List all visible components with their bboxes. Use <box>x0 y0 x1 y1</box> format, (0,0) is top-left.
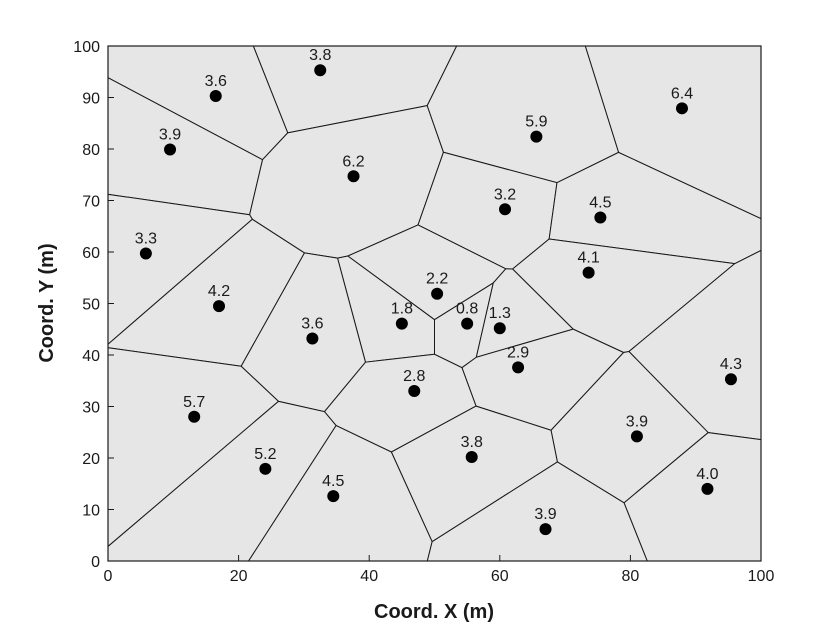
x-tick-label: 100 <box>748 568 775 585</box>
data-point <box>347 170 360 183</box>
x-tick-label: 20 <box>230 568 248 585</box>
data-point <box>164 143 177 156</box>
y-tick-label: 60 <box>82 245 100 262</box>
data-point <box>630 430 643 443</box>
data-point <box>539 523 552 536</box>
data-label: 5.7 <box>183 394 205 411</box>
data-label: 4.3 <box>720 356 742 373</box>
data-point <box>724 373 737 386</box>
y-tick-label: 30 <box>82 400 100 417</box>
y-tick-label: 70 <box>82 194 100 211</box>
data-point <box>465 450 478 463</box>
data-point <box>499 203 512 216</box>
data-label: 3.3 <box>135 231 157 248</box>
x-tick-label: 40 <box>360 568 378 585</box>
data-point <box>327 490 340 503</box>
data-points <box>139 64 737 536</box>
y-tick-label: 10 <box>82 503 100 520</box>
y-axis: 0 10 20 30 40 50 60 70 80 90 100 <box>73 39 114 571</box>
data-point <box>493 322 506 335</box>
data-point <box>408 385 421 398</box>
voronoi-cell <box>247 424 433 561</box>
y-tick-label: 40 <box>82 348 100 365</box>
data-label: 3.6 <box>205 73 227 90</box>
data-label: 6.4 <box>671 85 693 102</box>
data-label: 3.2 <box>494 186 516 203</box>
data-label: 4.5 <box>589 194 611 211</box>
y-tick-label: 0 <box>91 554 100 571</box>
voronoi-cells <box>108 46 761 561</box>
y-tick-label: 80 <box>82 142 100 159</box>
data-label: 4.1 <box>577 250 599 267</box>
data-point <box>306 332 319 345</box>
data-label: 3.6 <box>301 316 323 333</box>
x-tick-label: 0 <box>104 568 113 585</box>
voronoi-cell <box>108 400 337 561</box>
data-label: 1.8 <box>391 301 413 318</box>
y-tick-label: 50 <box>82 297 100 314</box>
y-tick-label: 20 <box>82 451 100 468</box>
data-point <box>139 247 152 260</box>
x-tick-label: 60 <box>491 568 509 585</box>
data-point <box>594 211 607 224</box>
data-label: 4.5 <box>322 473 344 490</box>
x-tick-label: 80 <box>622 568 640 585</box>
data-label: 2.2 <box>426 271 448 288</box>
data-label: 2.8 <box>403 368 425 385</box>
data-label: 3.8 <box>309 47 331 64</box>
y-axis-title: Coord. Y (m) <box>36 243 58 362</box>
x-axis: 0 20 40 60 80 100 <box>104 555 775 585</box>
data-label: 3.8 <box>461 434 483 451</box>
data-point <box>213 300 226 313</box>
data-label: 3.9 <box>534 506 556 523</box>
data-point <box>209 89 222 102</box>
data-point <box>461 317 474 330</box>
data-label: 4.0 <box>696 466 718 483</box>
data-point <box>259 462 272 475</box>
data-label: 4.2 <box>208 283 230 300</box>
y-tick-label: 100 <box>73 39 100 56</box>
data-label: 0.8 <box>456 301 478 318</box>
data-labels: 3.8 3.6 3.9 6.2 6.4 5.9 3.2 4.5 3.3 4.1 2.2 4.2 1.8 0… <box>135 47 742 523</box>
data-point <box>582 266 595 279</box>
data-label: 5.9 <box>525 114 547 131</box>
data-label: 3.9 <box>159 127 181 144</box>
data-label: 2.9 <box>507 344 529 361</box>
data-point <box>314 64 327 77</box>
data-label: 6.2 <box>342 153 364 170</box>
data-label: 5.2 <box>254 446 276 463</box>
data-point <box>431 287 444 300</box>
data-point <box>675 102 688 115</box>
data-label: 3.9 <box>626 413 648 430</box>
y-tick-label: 90 <box>82 91 100 108</box>
x-axis-title: Coord. X (m) <box>374 601 494 623</box>
data-point <box>701 482 714 495</box>
data-point <box>395 317 408 330</box>
data-point <box>512 361 525 374</box>
data-point <box>530 130 543 143</box>
data-label: 1.3 <box>489 305 511 322</box>
data-point <box>188 410 201 423</box>
voronoi-cell <box>426 461 648 561</box>
